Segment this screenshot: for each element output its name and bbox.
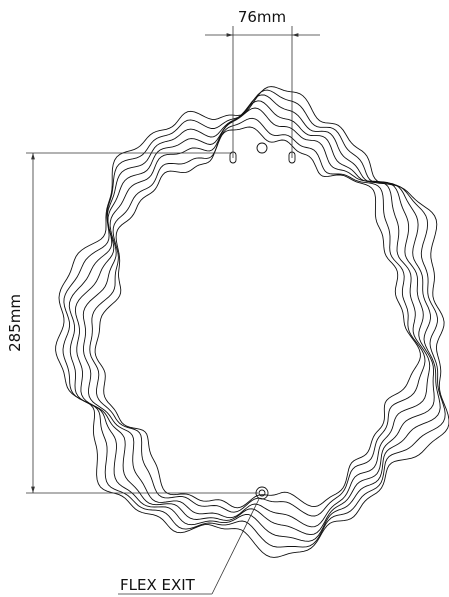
height-dimension bbox=[26, 152, 258, 494]
outline-layer bbox=[62, 89, 446, 548]
outline-layer bbox=[68, 94, 441, 542]
hanging-holes bbox=[229, 142, 296, 164]
width-dimension bbox=[205, 26, 320, 158]
mirror-outline bbox=[55, 86, 449, 558]
outline-layer bbox=[74, 100, 435, 536]
outline-layer bbox=[55, 86, 449, 558]
height-label: 285mm bbox=[6, 294, 24, 352]
width-label: 76mm bbox=[238, 8, 286, 26]
outline-layer bbox=[89, 117, 426, 517]
outline-layer bbox=[82, 107, 431, 528]
outline-layer bbox=[94, 126, 421, 509]
flex-exit bbox=[118, 486, 269, 595]
flex-exit-label: FLEX EXIT bbox=[120, 576, 196, 594]
